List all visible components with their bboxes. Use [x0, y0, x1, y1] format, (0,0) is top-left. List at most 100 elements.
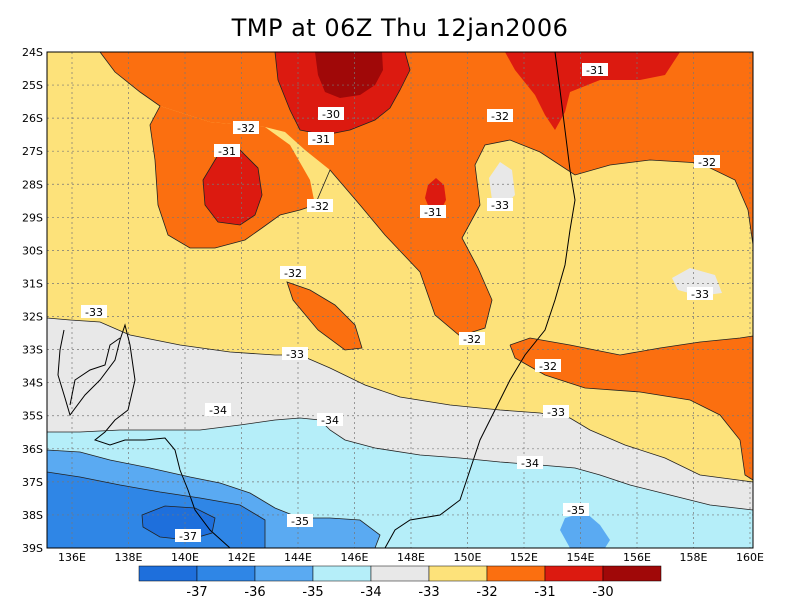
band-minus32-minus31-middle — [287, 282, 362, 350]
contour-label: -35 — [287, 514, 313, 528]
band-minus31-minus30-west — [203, 150, 262, 225]
contour-label: -33 — [543, 405, 569, 419]
contour-label-text: -32 — [237, 122, 255, 135]
contour-label: -33 — [81, 305, 107, 319]
lon-tick-label: 142E — [228, 551, 256, 564]
contour-minus31 — [202, 149, 263, 226]
colorbar-swatch — [428, 565, 488, 582]
lat-tick-label: 28S — [22, 178, 43, 191]
contour-label: -32 — [280, 266, 306, 280]
contour-minus32-c — [509, 335, 753, 481]
lat-tick-label: 33S — [22, 344, 43, 357]
temperature-field — [47, 52, 753, 548]
contour-label: -31 — [214, 144, 240, 158]
contour-label-text: -33 — [491, 199, 509, 212]
coastline — [57, 323, 231, 549]
contour-label-text: -32 — [491, 110, 509, 123]
lon-tick-label: 160E — [736, 551, 764, 564]
lat-tick-label: 32S — [22, 311, 43, 324]
border-line — [384, 51, 576, 549]
contour-label-text: -33 — [547, 406, 565, 419]
lat-tick-label: 30S — [22, 244, 43, 257]
colorbar: -37 -36 -35 -34 -33 -32 -31 -30 — [138, 565, 662, 600]
lat-tick-label: 24S — [22, 46, 43, 59]
contour-minus37 — [141, 505, 216, 541]
band-above-minus30 — [315, 52, 383, 98]
lat-tick-label: 38S — [22, 509, 43, 522]
contour-label-text: -35 — [291, 515, 309, 528]
lon-tick-label: 144E — [284, 551, 312, 564]
colorbar-label: -34 — [360, 585, 381, 600]
contour-minus34 — [47, 417, 753, 511]
colorbar-label: -36 — [244, 585, 265, 600]
contour-label-text: -32 — [284, 267, 302, 280]
contour-label: -34 — [517, 456, 543, 470]
colorbar-swatch — [196, 565, 256, 582]
river-line — [69, 337, 121, 406]
contour-label-text: -32 — [539, 360, 557, 373]
colorbar-swatch — [544, 565, 604, 582]
lon-tick-label: 152E — [510, 551, 538, 564]
plot-frame — [46, 51, 754, 549]
colorbar-swatch — [138, 565, 198, 582]
colorbar-label: -30 — [592, 585, 613, 600]
lat-tick-label: 27S — [22, 145, 43, 158]
contour-label: -32 — [307, 199, 333, 213]
contour-label-text: -31 — [424, 206, 442, 219]
lon-tick-label: 138E — [115, 551, 143, 564]
colorbar-swatch — [254, 565, 314, 582]
contour-minus35 — [47, 449, 381, 548]
colorbar-label: -37 — [186, 585, 207, 600]
contour-minus33 — [47, 317, 753, 483]
colorbar-label: -31 — [534, 585, 555, 600]
contour-label: -35 — [563, 503, 589, 517]
contour-label-text: -32 — [463, 333, 481, 346]
lon-tick-label: 136E — [58, 551, 86, 564]
band-minus36-minus35-east — [560, 512, 610, 548]
lat-tick-label: 34S — [22, 377, 43, 390]
contour-label: -33 — [687, 287, 713, 301]
longitude-axis: 136E 138E 140E 142E 144E 146E 148E 150E 152E 154E… — [58, 551, 764, 564]
colorbar-swatch — [602, 565, 662, 582]
contour-label-text: -33 — [286, 348, 304, 361]
lat-tick-label: 31S — [22, 277, 43, 290]
contour-labels: -31-30-31-32-31-32-31-33-32-32-33-33-32-… — [81, 63, 720, 543]
lon-tick-label: 156E — [623, 551, 651, 564]
lon-tick-label: 146E — [341, 551, 369, 564]
contour-label: -32 — [535, 359, 561, 373]
contour-label: -32 — [459, 332, 485, 346]
contour-minus30 — [274, 52, 411, 136]
contour-label-text: -33 — [691, 288, 709, 301]
band-minus32-minus31-east — [510, 336, 753, 480]
lat-tick-label: 35S — [22, 410, 43, 423]
lat-tick-label: 26S — [22, 112, 43, 125]
colorbar-swatch — [370, 565, 430, 582]
contour-label: -31 — [582, 63, 608, 77]
contour-lines — [47, 52, 753, 548]
lat-tick-label: 39S — [22, 542, 43, 555]
contour-label: -32 — [487, 109, 513, 123]
contour-label-text: -32 — [698, 156, 716, 169]
contour-label: -37 — [175, 529, 201, 543]
band-minus34-minus33-oval — [489, 162, 515, 205]
contour-label: -32 — [233, 121, 259, 135]
band-minus31-minus30-northeast — [505, 52, 680, 130]
contour-label-text: -34 — [521, 457, 539, 470]
contour-label-text: -31 — [586, 64, 604, 77]
contour-label: -34 — [205, 403, 231, 417]
contour-label-text: -31 — [312, 133, 330, 146]
lon-tick-label: 148E — [397, 551, 425, 564]
contour-label-text: -30 — [322, 108, 340, 121]
contour-label-text: -31 — [218, 145, 236, 158]
contour-label-text: -34 — [209, 404, 227, 417]
lon-tick-label: 150E — [454, 551, 482, 564]
contour-label: -33 — [487, 198, 513, 212]
contour-label: -31 — [420, 205, 446, 219]
band-minus31-minus30-small — [425, 178, 446, 212]
contour-label: -34 — [317, 413, 343, 427]
lon-tick-label: 158E — [680, 551, 708, 564]
contour-minus36 — [47, 471, 266, 548]
contour-label-text: -32 — [311, 200, 329, 213]
colorbar-swatch — [486, 565, 546, 582]
